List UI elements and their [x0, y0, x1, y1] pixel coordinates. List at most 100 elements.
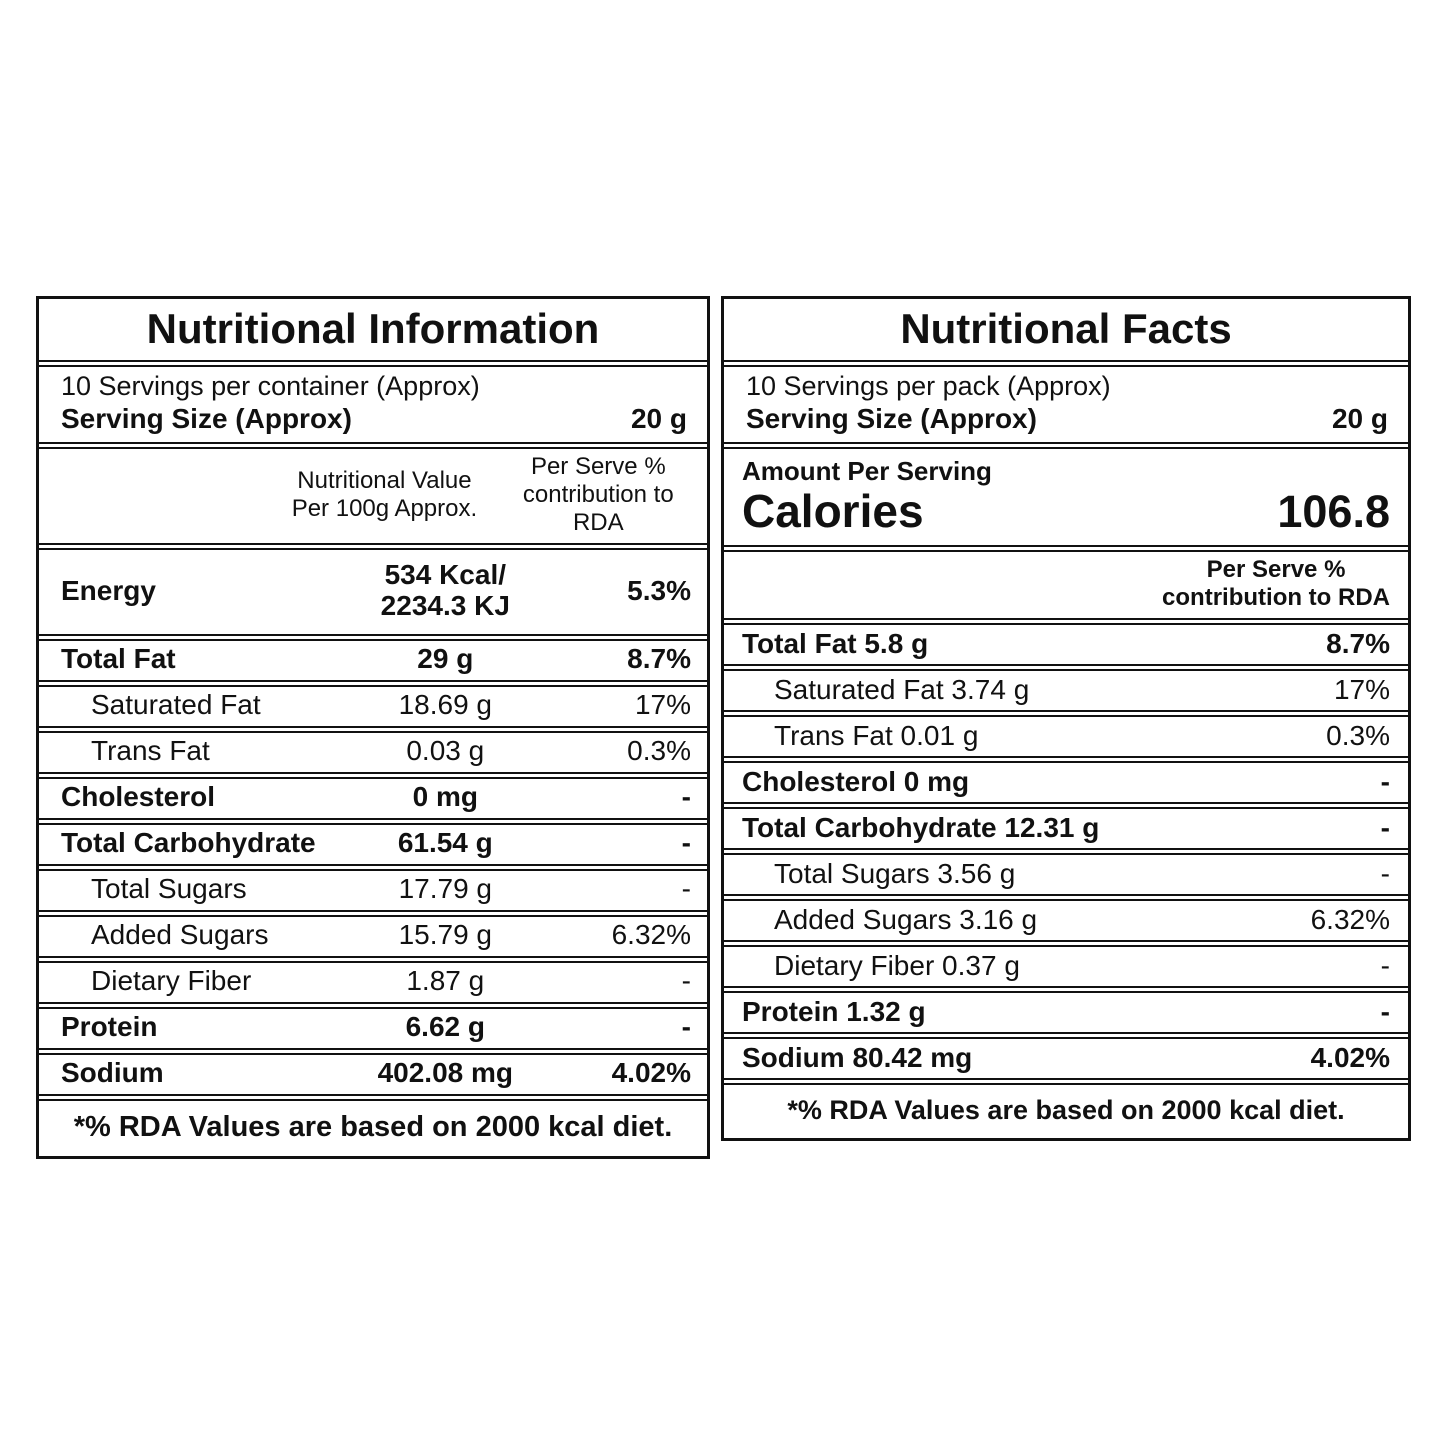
right-serving-row: 10 Servings per pack (Approx) Serving Si…	[724, 365, 1408, 444]
nutrient-label: Added Sugars	[91, 919, 269, 951]
left-row-total-fat: Total Fat 29 g 8.7%	[39, 638, 707, 682]
left-serving-size-line: Serving Size (Approx) 20 g	[61, 403, 687, 434]
nutrient-value-line: 534 Kcal/	[384, 559, 506, 591]
nutrient-rda-percent: 4.02%	[611, 1057, 691, 1089]
nutrient-label: Cholesterol	[61, 781, 216, 813]
nutrient-rda-percent: 17%	[1333, 674, 1390, 706]
nutrient-rda-percent: -	[1380, 858, 1390, 890]
nutrient-label: Trans Fat	[91, 735, 210, 767]
nutrient-rda-percent: 8.7%	[627, 643, 691, 675]
nutrient-value: 534 Kcal/2234.3 KJ	[357, 559, 533, 622]
left-serving-row: 10 Servings per container (Approx) Servi…	[39, 365, 707, 444]
amount-per-serving-label: Amount Per Serving	[742, 455, 992, 486]
nutrient-rda-percent: 0.3%	[1326, 720, 1390, 752]
calories-value: 106.8	[1277, 485, 1390, 537]
left-row-saturated-fat: Saturated Fat 18.69 g 17%	[39, 684, 707, 728]
right-rda-footnote: *% RDA Values are based on 2000 kcal die…	[724, 1083, 1408, 1139]
left-servings-per-container: 10 Servings per container (Approx)	[61, 371, 480, 402]
nutrient-label: Total Fat	[61, 643, 176, 675]
nutrient-label-with-amount: Protein 1.32 g	[742, 996, 926, 1028]
nutrient-rda-percent: -	[1380, 996, 1390, 1028]
nutrient-value: 0.03 g	[406, 735, 485, 767]
nutrient-value: 0 mg	[412, 781, 478, 813]
nutrient-label: Dietary Fiber	[91, 965, 252, 997]
right-row-protein-1-32-g: Protein 1.32 g -	[724, 991, 1408, 1035]
nutrient-rda-percent: -	[681, 873, 691, 905]
left-row-protein: Protein 6.62 g -	[39, 1006, 707, 1050]
left-column-header-row: Nutritional Value Per 100g Approx. Per S…	[39, 446, 707, 545]
right-row-trans-fat-0-01-g: Trans Fat 0.01 g 0.3%	[724, 715, 1408, 759]
nutritional-information-panel: Nutritional Information 10 Servings per …	[36, 296, 710, 1159]
nutrient-value: 15.79 g	[398, 919, 492, 951]
right-row-total-carbohydrate-12-31-g: Total Carbohydrate 12.31 g -	[724, 807, 1408, 851]
left-row-added-sugars: Added Sugars 15.79 g 6.32%	[39, 914, 707, 958]
nutrient-value: 29 g	[417, 643, 474, 675]
left-value-column-header-line1: Nutritional Value	[297, 466, 472, 494]
nutrient-value: 17.79 g	[398, 873, 492, 905]
left-value-column-header-line2: Per 100g Approx.	[291, 495, 478, 523]
nutrient-label-with-amount: Dietary Fiber 0.37 g	[774, 950, 1020, 982]
nutrient-rda-percent: 4.02%	[1310, 1042, 1390, 1074]
left-row-sodium: Sodium 402.08 mg 4.02%	[39, 1052, 707, 1096]
nutrient-label: Total Sugars	[91, 873, 247, 905]
calories-row: Amount Per Serving Calories 106.8	[724, 446, 1408, 547]
nutrient-value-line: 2234.3 KJ	[380, 590, 510, 622]
nutrient-rda-percent: -	[1380, 950, 1390, 982]
nutrient-label: Saturated Fat	[91, 689, 261, 721]
right-rda-column-header-line2: contribution to RDA	[1162, 584, 1390, 612]
left-row-trans-fat: Trans Fat 0.03 g 0.3%	[39, 730, 707, 774]
nutrient-rda-percent: -	[681, 827, 691, 859]
right-row-added-sugars-3-16-g: Added Sugars 3.16 g 6.32%	[724, 899, 1408, 943]
right-row-total-fat-5-8-g: Total Fat 5.8 g 8.7%	[724, 623, 1408, 667]
nutrient-label-with-amount: Added Sugars 3.16 g	[774, 904, 1038, 936]
calories-line: Calories 106.8	[742, 484, 1390, 537]
nutrient-value: 1.87 g	[406, 965, 485, 997]
right-row-cholesterol-0-mg: Cholesterol 0 mg -	[724, 761, 1408, 805]
right-rda-column-header: Per Serve % contribution to RDA	[1162, 556, 1390, 613]
left-row-dietary-fiber: Dietary Fiber 1.87 g -	[39, 960, 707, 1004]
nutrient-label: Sodium	[61, 1057, 164, 1089]
nutrient-label: Protein	[61, 1011, 158, 1043]
right-serving-size-label: Serving Size (Approx)	[746, 403, 1037, 435]
nutrient-label-with-amount: Total Sugars 3.56 g	[774, 858, 1016, 890]
right-serving-size-line: Serving Size (Approx) 20 g	[746, 403, 1388, 434]
nutrient-rda-percent: -	[1380, 766, 1390, 798]
nutrient-rda-percent: -	[1380, 812, 1390, 844]
left-row-total-carbohydrate: Total Carbohydrate 61.54 g -	[39, 822, 707, 866]
nutrient-value: 402.08 mg	[377, 1057, 513, 1089]
nutrient-label: Energy	[61, 574, 156, 606]
left-value-column-header: Nutritional Value Per 100g Approx.	[269, 467, 499, 524]
right-rda-column-header-line1: Per Serve %	[1206, 555, 1346, 583]
left-row-total-sugars: Total Sugars 17.79 g -	[39, 868, 707, 912]
nutrient-value: 61.54 g	[397, 827, 493, 859]
nutrient-rda-percent: -	[681, 1011, 691, 1043]
nutrient-rda-percent: 8.7%	[1326, 628, 1390, 660]
nutrient-value: 6.62 g	[405, 1011, 485, 1043]
nutrient-label-with-amount: Total Fat 5.8 g	[742, 628, 929, 660]
nutrient-rda-percent: -	[681, 965, 691, 997]
left-rda-column-header: Per Serve % contribution to RDA	[500, 453, 697, 538]
right-row-dietary-fiber-0-37-g: Dietary Fiber 0.37 g -	[724, 945, 1408, 989]
nutrient-label-with-amount: Trans Fat 0.01 g	[774, 720, 979, 752]
calories-label: Calories	[742, 484, 924, 537]
nutritional-facts-panel: Nutritional Facts 10 Servings per pack (…	[721, 296, 1411, 1142]
left-serving-size-value: 20 g	[630, 403, 687, 435]
left-row-cholesterol: Cholesterol 0 mg -	[39, 776, 707, 820]
left-row-energy: Energy 534 Kcal/2234.3 KJ 5.3%	[39, 547, 707, 636]
right-row-total-sugars-3-56-g: Total Sugars 3.56 g -	[724, 853, 1408, 897]
left-panel-title: Nutritional Information	[39, 299, 707, 363]
left-rda-column-header-line2: contribution to RDA	[522, 480, 674, 537]
nutrient-label-with-amount: Saturated Fat 3.74 g	[774, 674, 1030, 706]
nutrient-rda-percent: 17%	[634, 689, 691, 721]
left-rda-footnote: *% RDA Values are based on 2000 kcal die…	[39, 1098, 707, 1156]
left-serving-size-label: Serving Size (Approx)	[61, 403, 352, 435]
nutrient-label-with-amount: Sodium 80.42 mg	[742, 1042, 973, 1074]
right-rda-column-header-row: Per Serve % contribution to RDA	[724, 549, 1408, 621]
right-serving-size-value: 20 g	[1331, 403, 1388, 435]
nutrient-label-with-amount: Cholesterol 0 mg	[742, 766, 970, 798]
nutrient-value: 18.69 g	[398, 689, 492, 721]
nutrient-rda-percent: 6.32%	[1310, 904, 1390, 936]
right-panel-title: Nutritional Facts	[724, 299, 1408, 363]
nutrient-rda-percent: 6.32%	[611, 919, 691, 951]
